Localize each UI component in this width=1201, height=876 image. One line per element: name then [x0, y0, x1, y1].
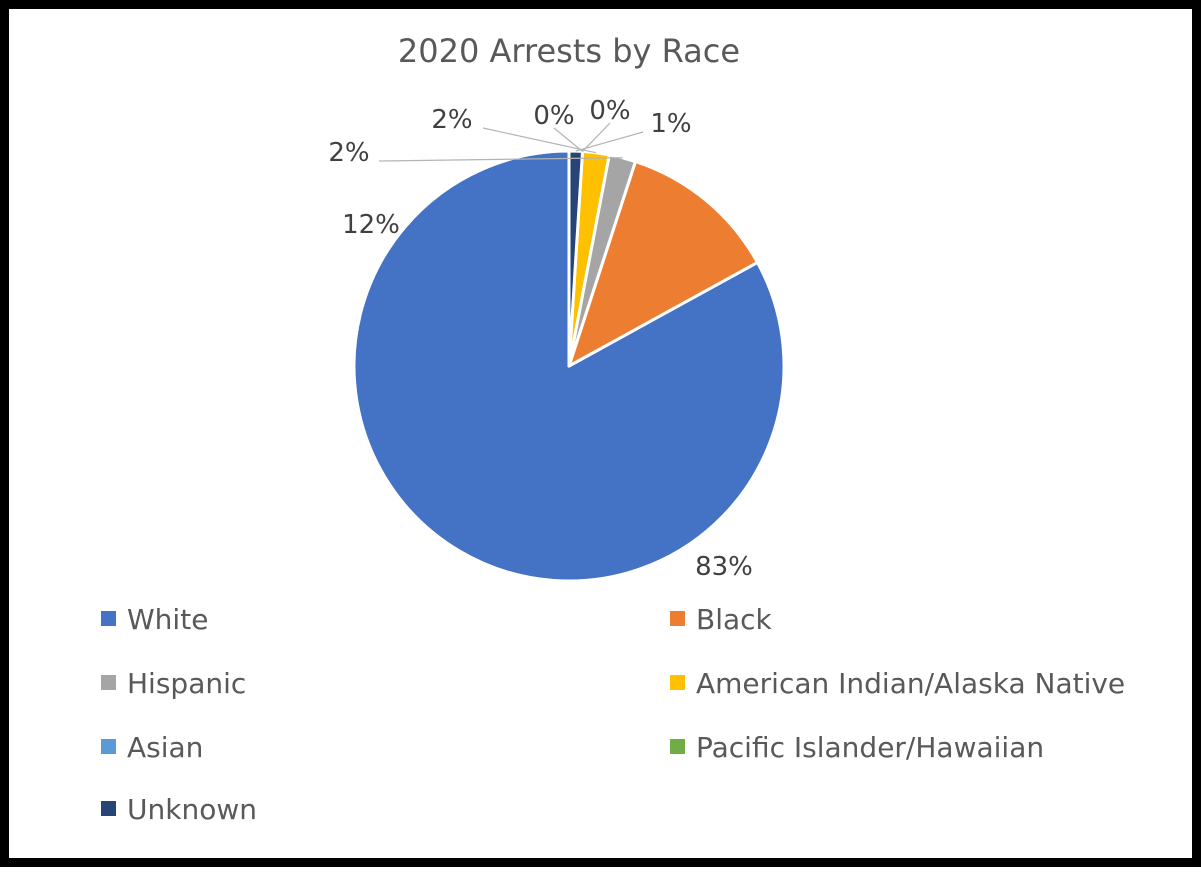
data-label-pacific-islander-hawaiian: 0% [589, 96, 630, 126]
legend-swatch-white [101, 611, 116, 626]
chart-title: 2020 Arrests by Race [398, 32, 740, 70]
legend: White Black Hispanic American Indian/Alaska… [101, 603, 1125, 826]
data-label-american-indian-alaska-native: 2% [431, 105, 472, 135]
pie-chart: 2020 Arrests by Race 83% 12% 2% 2% 0% 0% 1% Wh… [101, 32, 1125, 826]
legend-swatch-unknown [101, 801, 116, 816]
data-label-asian: 0% [533, 101, 574, 131]
leader-lines [378, 122, 644, 162]
data-labels: 83% 12% 2% 2% 0% 0% 1% [328, 96, 753, 582]
pie-slices [352, 149, 786, 583]
legend-swatch-american-indian-alaska-native [670, 675, 685, 690]
leader-line-asian [553, 127, 583, 152]
legend-swatch-hispanic [101, 675, 116, 690]
legend-swatch-asian [101, 739, 116, 754]
leader-line-hispanic [378, 157, 623, 162]
legend-label-hispanic: Hispanic [127, 667, 246, 700]
data-label-hispanic: 2% [328, 138, 369, 168]
leader-line-pacific-islander-hawaiian [582, 122, 611, 152]
leader-line-american-indian-alaska-native [482, 127, 597, 154]
legend-label-american-indian-alaska-native: American Indian/Alaska Native [696, 667, 1125, 700]
pie-slice-black [567, 160, 759, 368]
leader-line-unknown [575, 131, 644, 152]
pie-slice-white [352, 149, 786, 583]
data-label-white: 83% [695, 552, 753, 582]
legend-label-pacific-islander-hawaiian: Pacific Islander/Hawaiian [696, 731, 1044, 764]
legend-swatch-pacific-islander-hawaiian [670, 739, 685, 754]
legend-label-black: Black [696, 603, 773, 636]
data-label-black: 12% [342, 210, 400, 240]
legend-label-white: White [127, 603, 208, 636]
data-label-unknown: 1% [650, 109, 691, 139]
legend-label-unknown: Unknown [127, 793, 257, 826]
legend-swatch-black [670, 611, 685, 626]
legend-label-asian: Asian [127, 731, 203, 764]
